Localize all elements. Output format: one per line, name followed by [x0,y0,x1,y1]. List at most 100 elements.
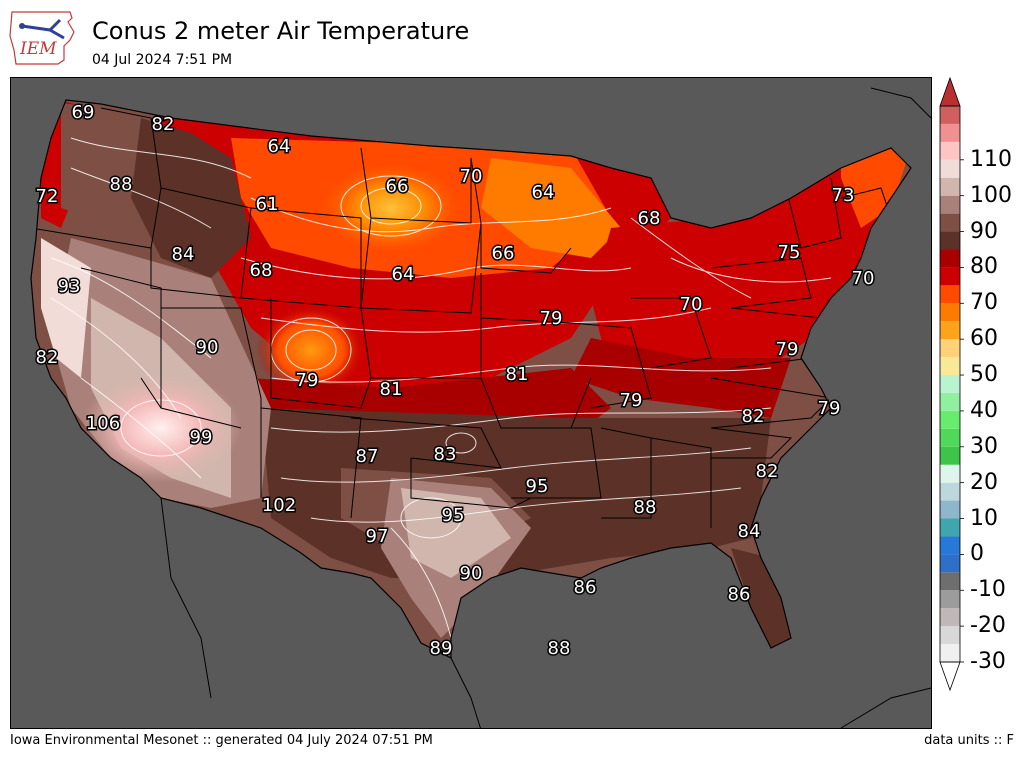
state-borders [31,107,892,528]
station-value-ny-central: 75 [778,242,801,263]
colorbar-tick-label: 40 [970,397,998,423]
colorbar-bin-3 [940,590,960,609]
colorbar-bin-2 [940,608,960,627]
page-title: Conus 2 meter Air Temperature [92,17,470,45]
colorbar-over-triangle [939,76,961,107]
colorbar-tick-label: 60 [970,326,998,352]
station-value-la-coast: 86 [574,577,597,598]
footer-credit: Iowa Environmental Mesonet :: generated … [10,733,433,748]
colorbar-bin-18 [940,321,960,340]
station-value-or-coast: 72 [36,186,59,207]
colorbar-bin-23 [940,231,960,250]
station-value-nd-east: 70 [460,166,483,187]
station-value-mo-north: 79 [540,308,563,329]
colorbar-bin-8 [940,500,960,519]
station-value-tx-south: 89 [430,638,453,659]
colorbar-bin-24 [940,213,960,232]
colorbar-bin-26 [940,177,960,196]
colorbar-bin-12 [940,428,960,447]
station-value-ca-north: 93 [58,276,81,297]
colorbar-bin-7 [940,518,960,537]
temperature-colorbar [936,76,964,692]
colorbar-tick-label: 110 [970,146,1012,172]
station-value-ok-central: 83 [434,444,457,465]
colorbar-bin-20 [940,285,960,304]
colorbar-bin-10 [940,464,960,483]
station-value-va-south: 82 [742,406,765,427]
colorbar-under-triangle [939,661,961,692]
colorbar-bin-17 [940,339,960,358]
colorbar-tick-label: 80 [970,254,998,280]
station-value-co-west: 79 [296,370,319,391]
station-value-nm-east: 87 [356,446,379,467]
colorbar-tick-label: 0 [970,541,984,567]
colorbar-tick-label: 20 [970,469,998,495]
colorbar-tick-label: 100 [970,182,1012,208]
colorbar-tick-label: -10 [970,577,1006,603]
colorbar-bin-5 [940,554,960,573]
station-value-ne-north: 64 [392,264,415,285]
colorbar-tick-label: 30 [970,433,998,459]
station-value-id-south: 84 [172,244,195,265]
colorbar-bin-6 [940,536,960,555]
station-value-sc-central: 82 [756,461,779,482]
station-value-ks-west: 81 [380,379,403,400]
station-value-ky-west: 79 [620,390,643,411]
station-value-mt-central: 61 [256,194,279,215]
iowa-outline-icon: IEM [9,11,75,65]
colorbar-bin-13 [940,410,960,429]
colorbar-bin-30 [940,106,960,124]
map-panel: 69 82 72 88 84 64 61 68 66 70 64 68 64 6… [10,77,932,729]
station-value-nc-coast: 79 [818,398,841,419]
colorbar-bin-4 [940,572,960,591]
colorbar-bin-16 [940,357,960,376]
temperature-map: 69 82 72 88 84 64 61 68 66 70 64 68 64 6… [30,87,931,728]
colorbar-bin-21 [940,267,960,286]
station-value-ma-coast: 70 [852,268,875,289]
station-value-ut-central: 90 [196,337,219,358]
station-value-tx-north: 95 [442,505,465,526]
colorbar-bin-28 [940,141,960,160]
colorbar-tick-label: 90 [970,218,998,244]
station-value-fl-central: 86 [728,584,751,605]
station-value-ar-central: 95 [526,476,549,497]
colorbar-bin-0 [940,644,960,662]
colorbar-tick-label: -30 [970,649,1006,674]
colorbar-bin-19 [940,303,960,322]
station-values: 69 82 72 88 84 64 61 68 66 70 64 68 64 6… [34,101,876,661]
neighbor-outlines [160,87,931,728]
station-value-ny-north: 73 [832,185,855,206]
colorbar-bin-14 [940,392,960,411]
station-value-gulf: 88 [548,638,571,659]
isotherm-lines [50,137,832,639]
svg-text:IEM: IEM [19,39,57,59]
station-value-wa-coast: 69 [72,102,95,123]
station-value-ca-coast: 82 [36,347,59,368]
colorbar-tick-label: 70 [970,290,998,316]
station-value-mn-north: 64 [532,182,555,203]
station-value-wv-east: 79 [776,339,799,360]
station-value-az-north: 99 [190,427,213,448]
colorbar-tick-label: -20 [970,613,1006,639]
station-value-ga-coast: 84 [738,521,761,542]
iem-logo: IEM [8,6,78,68]
station-value-az-south: 102 [262,495,296,516]
colorbar-bin-1 [940,626,960,645]
colorbar-bin-25 [940,195,960,214]
station-value-in-north: 70 [680,294,703,315]
station-value-nd-west: 66 [386,176,409,197]
station-value-ia-north: 66 [492,243,515,264]
station-value-mt-north: 64 [268,136,291,157]
colorbar-bin-15 [940,375,960,393]
station-value-or-east: 88 [110,174,133,195]
colorbar-bin-29 [940,123,960,142]
colorbar-bin-22 [940,249,960,268]
page-subtitle: 04 Jul 2024 7:51 PM [92,52,233,68]
station-value-ca-south: 106 [86,413,120,434]
colorbar-swatches [939,76,964,692]
station-value-wa-east: 82 [152,114,175,135]
footer-units: data units :: F [924,733,1014,748]
station-value-mo-west: 81 [506,364,529,385]
colorbar-bin-11 [940,446,960,465]
station-value-ga-south: 88 [634,497,657,518]
